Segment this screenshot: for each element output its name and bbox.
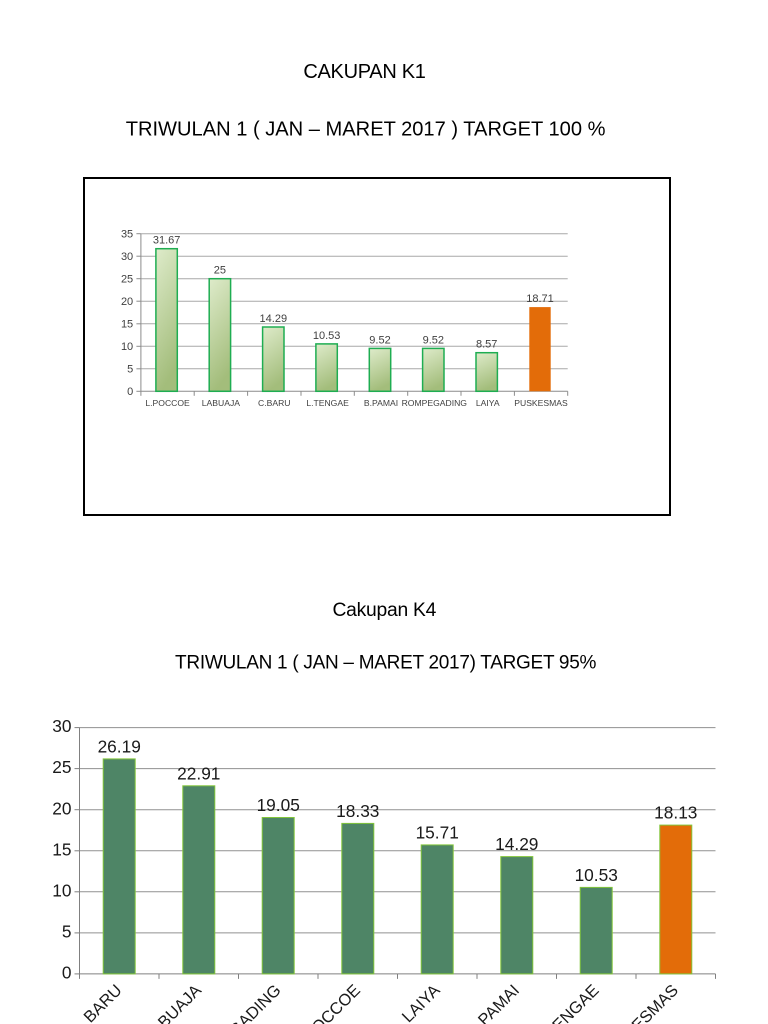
svg-text:0: 0 bbox=[127, 386, 133, 398]
svg-text:15: 15 bbox=[52, 839, 71, 859]
svg-text:35: 35 bbox=[121, 229, 133, 241]
svg-text:15: 15 bbox=[121, 319, 133, 331]
svg-text:20: 20 bbox=[121, 296, 133, 308]
svg-text:TRIWULAN 1 ( JAN – MARET 2017: TRIWULAN 1 ( JAN – MARET 2017 ) TARGET 1… bbox=[126, 118, 606, 140]
svg-text:18.71: 18.71 bbox=[526, 293, 554, 305]
svg-text:10: 10 bbox=[52, 880, 71, 900]
svg-text:25: 25 bbox=[214, 265, 226, 277]
svg-text:25: 25 bbox=[121, 274, 133, 286]
svg-text:ROMPEGADING: ROMPEGADING bbox=[402, 398, 468, 408]
svg-text:20: 20 bbox=[52, 798, 71, 818]
svg-text:LAIYA: LAIYA bbox=[476, 398, 500, 408]
svg-text:10.53: 10.53 bbox=[313, 330, 341, 342]
svg-text:26.19: 26.19 bbox=[98, 736, 141, 756]
svg-text:LABUAJA: LABUAJA bbox=[202, 398, 240, 408]
svg-text:19.05: 19.05 bbox=[257, 795, 300, 815]
svg-text:Cakupan K4: Cakupan K4 bbox=[332, 600, 436, 621]
svg-text:30: 30 bbox=[52, 716, 71, 736]
svg-text:18.13: 18.13 bbox=[654, 803, 697, 823]
svg-text:PUSKESMAS: PUSKESMAS bbox=[514, 398, 568, 408]
svg-text:18.33: 18.33 bbox=[336, 801, 379, 821]
svg-text:5: 5 bbox=[127, 364, 133, 376]
svg-text:14.29: 14.29 bbox=[495, 834, 538, 854]
svg-text:TRIWULAN 1 ( JAN – MARET 2017): TRIWULAN 1 ( JAN – MARET 2017) TARGET 95… bbox=[175, 652, 596, 673]
svg-text:B.PAMAI: B.PAMAI bbox=[364, 398, 398, 408]
svg-text:L.TENGAE: L.TENGAE bbox=[306, 398, 349, 408]
svg-text:L.POCCOE: L.POCCOE bbox=[145, 398, 190, 408]
svg-text:CAKUPAN K1: CAKUPAN K1 bbox=[303, 61, 425, 83]
svg-text:25: 25 bbox=[52, 757, 71, 777]
svg-text:C.BARU: C.BARU bbox=[258, 398, 290, 408]
svg-text:14.29: 14.29 bbox=[260, 313, 288, 325]
svg-text:30: 30 bbox=[121, 251, 133, 263]
svg-text:5: 5 bbox=[62, 922, 72, 942]
svg-text:31.67: 31.67 bbox=[153, 235, 181, 247]
svg-text:8.57: 8.57 bbox=[476, 339, 497, 351]
svg-text:0: 0 bbox=[62, 963, 72, 983]
svg-text:10: 10 bbox=[121, 341, 133, 353]
svg-text:22.91: 22.91 bbox=[177, 763, 220, 783]
svg-text:9.52: 9.52 bbox=[423, 334, 444, 346]
svg-text:15.71: 15.71 bbox=[416, 822, 459, 842]
svg-text:10.53: 10.53 bbox=[575, 865, 618, 885]
svg-text:9.52: 9.52 bbox=[369, 334, 390, 346]
